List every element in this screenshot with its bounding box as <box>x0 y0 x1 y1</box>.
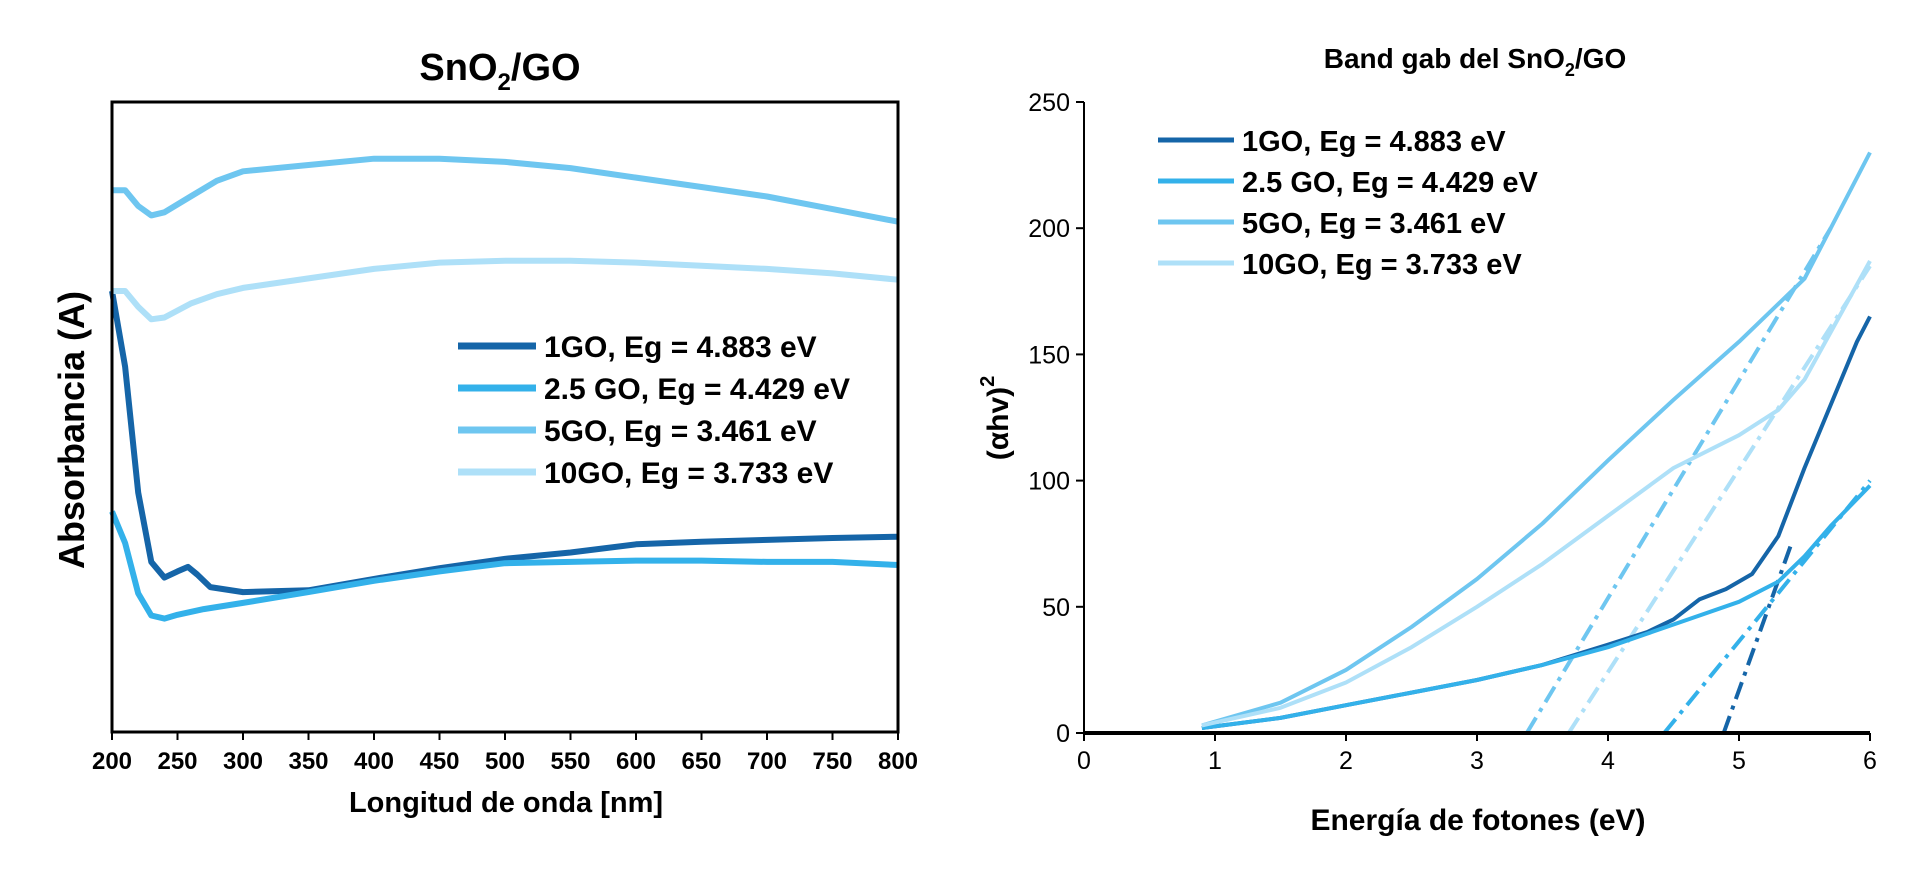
bandgap-x-axis-label: Energía de fotones (eV) <box>1310 804 1645 837</box>
bandgap-x-tick-label: 4 <box>1601 747 1615 775</box>
bandgap-y-tick-label: 0 <box>1056 720 1070 748</box>
bandgap-fit-line-10go-eg-3-733-ev <box>1567 264 1872 735</box>
absorbance-legend-label: 2.5 GO, Eg = 4.429 eV <box>544 373 850 406</box>
bandgap-y-axis-label: (αhv)2 <box>977 376 1015 461</box>
bandgap-legend-label: 10GO, Eg = 3.733 eV <box>1242 249 1522 281</box>
absorbance-x-tick-label: 700 <box>747 748 787 775</box>
bandgap-y-tick-label: 200 <box>1028 215 1070 243</box>
bandgap-x-tick-label: 2 <box>1339 747 1353 775</box>
bandgap-legend: 1GO, Eg = 4.883 eV 2.5 GO, Eg = 4.429 eV 5… <box>1158 126 1538 281</box>
bandgap-fit-line-5go-eg-3-461-ev <box>1525 227 1833 735</box>
absorbance-x-axis-label: Longitud de onda [nm] <box>349 787 663 819</box>
bandgap-x-tick-label: 5 <box>1732 747 1746 775</box>
absorbance-x-tick-label: 500 <box>485 748 525 775</box>
bandgap-chart: Band gab del SnO2/GO (αhv)2 Energía de f… <box>977 43 1877 837</box>
bandgap-series-5go-eg-3-461-ev <box>1201 151 1872 728</box>
bandgap-x-tick-label: 0 <box>1077 747 1091 775</box>
absorbance-chart-title: SnO2/GO <box>419 47 580 96</box>
absorbance-series-10go-eg-3-733-ev <box>112 257 899 323</box>
absorbance-series-2-5-go-eg-4-429-ev <box>109 510 899 622</box>
bandgap-y-tick-label: 250 <box>1028 89 1070 117</box>
bandgap-y-tick-label: 150 <box>1028 341 1070 369</box>
absorbance-chart: SnO2/GO Absorbancia (A) Longitud de onda… <box>51 47 918 819</box>
absorbance-x-tick-label: 750 <box>812 748 852 775</box>
absorbance-series-5go-eg-3-461-ev <box>112 155 899 225</box>
bandgap-legend-label: 5GO, Eg = 3.461 eV <box>1242 208 1506 240</box>
absorbance-legend: 1GO, Eg = 4.883 eV 2.5 GO, Eg = 4.429 eV 5… <box>458 331 850 490</box>
bandgap-fit-line-1go-eg-4-883-ev <box>1721 543 1794 734</box>
absorbance-series-1go-eg-4-883-ev <box>109 290 899 596</box>
absorbance-y-axis-label: Absorbancia (A) <box>51 291 92 569</box>
absorbance-x-tick-label: 450 <box>419 748 459 775</box>
bandgap-y-tick-label: 50 <box>1042 594 1070 622</box>
absorbance-x-tick-label: 400 <box>354 748 394 775</box>
absorbance-x-tick-label: 800 <box>878 748 918 775</box>
bandgap-x-tick-label: 3 <box>1470 747 1484 775</box>
absorbance-legend-label: 5GO, Eg = 3.461 eV <box>544 415 817 448</box>
absorbance-x-tick-label: 200 <box>92 748 132 775</box>
absorbance-x-tick-label: 600 <box>616 748 656 775</box>
bandgap-chart-title: Band gab del SnO2/GO <box>1324 43 1627 80</box>
absorbance-x-tick-label: 350 <box>288 748 328 775</box>
bandgap-x-tick-label: 1 <box>1208 747 1222 775</box>
absorbance-legend-label: 1GO, Eg = 4.883 eV <box>544 331 817 364</box>
bandgap-series-2-5-go-eg-4-429-ev <box>1201 484 1872 730</box>
absorbance-x-tick-label: 550 <box>550 748 590 775</box>
bandgap-legend-label: 1GO, Eg = 4.883 eV <box>1242 126 1506 158</box>
bandgap-series-10go-eg-3-733-ev <box>1201 260 1872 728</box>
absorbance-legend-label: 10GO, Eg = 3.733 eV <box>544 457 833 490</box>
bandgap-legend-label: 2.5 GO, Eg = 4.429 eV <box>1242 167 1538 199</box>
absorbance-x-tick-label: 300 <box>223 748 263 775</box>
absorbance-x-tick-label: 650 <box>681 748 721 775</box>
absorbance-x-tick-label: 250 <box>157 748 197 775</box>
bandgap-x-tick-label: 6 <box>1863 747 1877 775</box>
bandgap-y-tick-label: 100 <box>1028 468 1070 496</box>
